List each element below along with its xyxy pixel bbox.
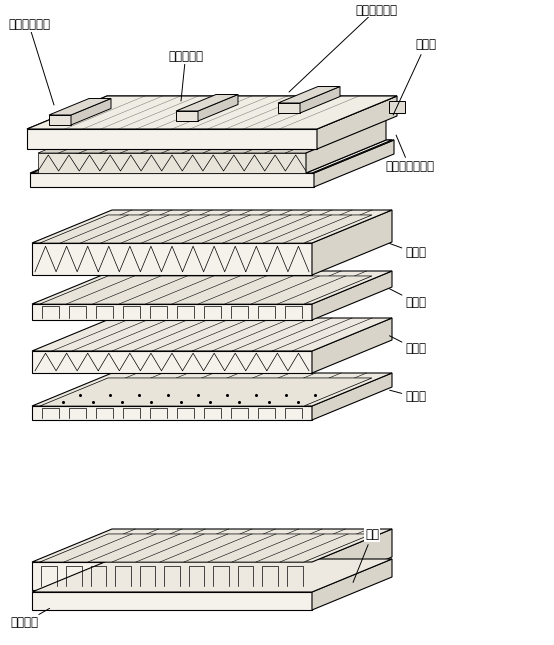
Text: 换热层: 换热层 — [389, 336, 426, 355]
Text: 吸收剂进口: 吸收剂进口 — [168, 50, 203, 101]
Polygon shape — [32, 406, 312, 420]
Polygon shape — [198, 95, 238, 121]
Polygon shape — [30, 173, 314, 187]
Polygon shape — [30, 140, 394, 173]
Polygon shape — [71, 99, 111, 125]
Polygon shape — [312, 559, 392, 610]
Polygon shape — [32, 318, 392, 351]
Polygon shape — [312, 318, 392, 373]
Polygon shape — [40, 378, 372, 406]
Text: 热脱盐水出口: 热脱盐水出口 — [8, 19, 54, 105]
Polygon shape — [49, 115, 71, 125]
Polygon shape — [27, 129, 317, 149]
Polygon shape — [278, 103, 300, 113]
Polygon shape — [40, 534, 372, 562]
Polygon shape — [312, 373, 392, 420]
Polygon shape — [40, 215, 372, 243]
Text: 分散板: 分散板 — [389, 390, 426, 404]
Polygon shape — [389, 101, 405, 112]
Polygon shape — [27, 96, 397, 129]
Polygon shape — [40, 276, 372, 304]
Polygon shape — [49, 99, 111, 115]
Text: 气体进口: 气体进口 — [10, 608, 50, 630]
Text: 反应层: 反应层 — [389, 289, 426, 308]
Polygon shape — [32, 373, 392, 406]
Polygon shape — [176, 111, 198, 121]
Polygon shape — [32, 243, 312, 275]
Polygon shape — [32, 592, 312, 610]
Polygon shape — [32, 562, 312, 590]
Text: 换热板: 换热板 — [393, 39, 436, 115]
Polygon shape — [32, 529, 392, 562]
Polygon shape — [32, 140, 118, 173]
Polygon shape — [32, 271, 392, 304]
Polygon shape — [314, 140, 394, 187]
Text: 冷脱盐水进口: 冷脱盐水进口 — [289, 3, 397, 92]
Polygon shape — [300, 86, 340, 113]
Polygon shape — [306, 140, 392, 173]
Polygon shape — [312, 529, 392, 590]
Polygon shape — [32, 559, 392, 592]
Polygon shape — [38, 153, 306, 173]
Polygon shape — [278, 86, 340, 103]
Polygon shape — [312, 271, 392, 320]
Text: 气液混合物出口: 气液混合物出口 — [385, 135, 434, 174]
Polygon shape — [38, 120, 386, 153]
Polygon shape — [27, 96, 397, 129]
Polygon shape — [32, 304, 312, 320]
Polygon shape — [32, 351, 312, 373]
Text: 反应板: 反应板 — [389, 243, 426, 259]
Polygon shape — [32, 210, 392, 243]
Polygon shape — [317, 96, 397, 149]
Polygon shape — [306, 120, 386, 173]
Polygon shape — [312, 210, 392, 275]
Polygon shape — [176, 95, 238, 111]
Text: 底板: 底板 — [353, 528, 379, 582]
